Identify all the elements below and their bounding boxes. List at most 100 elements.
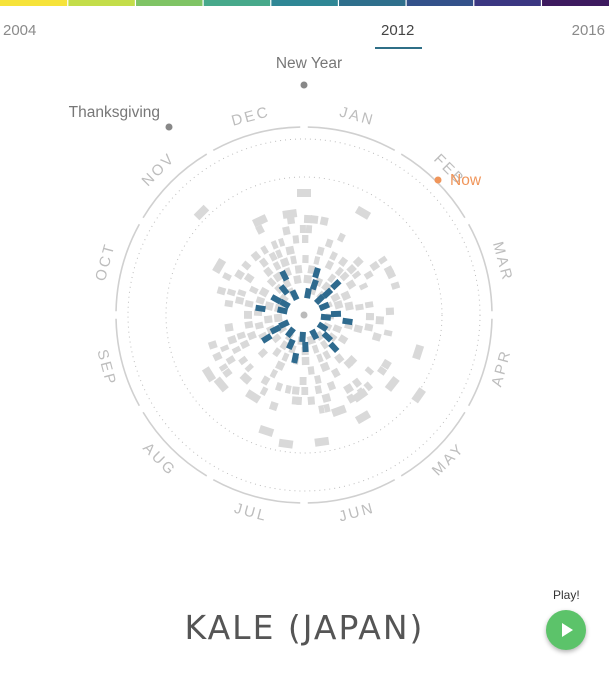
past-year-mark [354,410,372,425]
past-year-mark [293,275,302,285]
current-year-mark [321,331,334,343]
play-button[interactable] [546,610,586,650]
month-label-oct: OCT [92,241,119,283]
annotation-dot[interactable] [300,81,308,89]
past-year-mark [411,387,426,404]
timeline-divider [337,0,340,6]
past-year-mark [224,323,234,332]
past-year-mark [344,301,354,311]
past-year-mark [319,361,331,373]
past-year-mark [390,281,401,290]
past-year-mark [364,323,374,332]
timeline-segment[interactable] [270,0,339,6]
timeline-segment[interactable] [0,0,69,6]
current-year-mark [299,331,306,343]
past-year-mark [307,265,316,275]
past-year-mark [258,425,275,437]
month-ring-arc [115,223,141,312]
timeline-end-year[interactable]: 2016 [571,22,605,39]
past-year-mark [337,334,349,345]
past-year-mark [339,271,350,282]
past-year-mark [258,286,270,298]
past-year-mark [327,273,337,284]
radial-search-chart: JANFEBMARAPRMAYJUNJULAUGSEPOCTNOVDECNew … [69,55,516,525]
past-year-mark [316,246,325,256]
past-year-mark [412,344,425,360]
current-year-mark [255,304,266,313]
past-year-mark [330,367,341,378]
current-year-mark [320,313,332,321]
current-year-mark [321,287,334,299]
past-year-mark [323,403,331,413]
past-year-mark [354,205,372,220]
timeline-start-year[interactable]: 2004 [3,22,37,39]
past-year-mark [321,393,332,403]
timeline-segment[interactable] [67,0,136,6]
past-year-mark [314,330,325,342]
past-year-mark [301,386,309,396]
current-year-mark [302,341,309,353]
timeline-segment[interactable] [338,0,407,6]
current-year-mark [286,338,296,350]
past-year-mark [297,189,311,197]
month-ring-arc [467,223,493,312]
current-year-mark [309,279,319,291]
past-year-mark [193,204,210,221]
past-year-mark [291,386,300,395]
past-year-mark [244,320,254,329]
month-ring-arc [467,318,493,407]
past-year-mark [273,313,283,323]
past-year-mark [269,368,279,379]
past-year-mark [346,263,357,275]
timeline-divider [202,0,204,6]
timeline-current-year[interactable]: 2012 [381,22,415,39]
past-year-mark [284,384,292,394]
timeline-segment[interactable] [135,0,204,6]
month-label-nov: NOV [139,150,179,190]
timeline-segment[interactable] [406,0,475,6]
timeline-segment[interactable] [203,0,272,6]
past-year-mark [299,224,306,234]
current-year-mark [312,267,321,279]
past-year-mark [302,254,309,264]
month-ring-arc [400,411,466,477]
current-year-mark [316,321,329,333]
past-year-mark [352,387,369,403]
past-year-mark [352,256,364,268]
past-year-mark [299,376,307,386]
past-year-mark [377,365,388,376]
past-year-mark [260,245,269,255]
past-year-mark [213,376,229,393]
current-year-mark [269,324,282,335]
past-year-mark [365,312,375,321]
past-year-mark [231,345,242,355]
past-year-mark [281,352,290,362]
past-year-mark [236,331,247,340]
current-year-indicator [375,47,422,49]
annotation-dot[interactable] [434,176,442,184]
past-year-mark [239,339,250,350]
past-year-mark [279,340,290,351]
year-timeline-bar[interactable] [0,0,609,6]
past-year-mark [364,366,375,376]
month-label-mar: MAR [489,240,516,284]
past-year-mark [384,375,400,392]
play-label: Play! [553,588,580,602]
past-year-mark [333,300,344,310]
timeline-segment[interactable] [473,0,542,6]
past-year-mark [272,261,282,271]
past-year-mark [255,296,266,305]
past-year-mark [258,257,269,268]
past-year-mark [314,385,323,395]
annotation-dot[interactable] [165,123,173,131]
play-icon [562,623,573,637]
past-year-mark [340,290,352,301]
month-ring-arc [212,478,301,504]
past-year-mark [326,380,337,391]
past-year-mark [234,296,245,305]
past-year-mark [225,355,236,365]
current-year-mark [313,293,326,306]
timeline-segment[interactable] [541,0,609,6]
month-label-aug: AUG [139,439,179,479]
past-year-mark [363,381,374,392]
